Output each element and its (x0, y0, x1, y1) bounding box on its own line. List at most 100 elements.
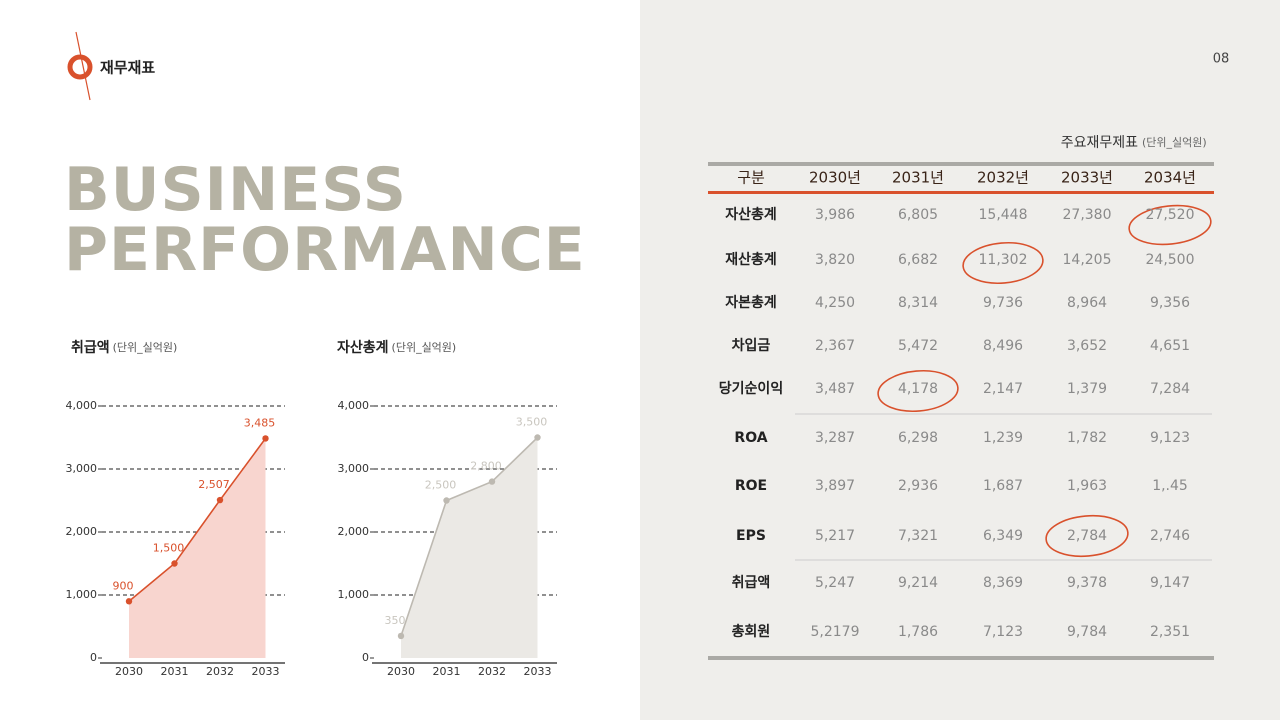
table-cell: 9,147 (1150, 575, 1190, 591)
table-cell: 1,379 (1067, 381, 1107, 397)
table-cell: 9,378 (1067, 575, 1107, 591)
highlight-circle (962, 241, 1044, 285)
line (128, 437, 267, 602)
table-cell: 4,651 (1150, 338, 1190, 354)
y-tick-label: 3,000 (338, 462, 370, 475)
value-label: 2,500 (425, 479, 457, 492)
table-header: 구분 (737, 169, 765, 187)
table-header: 2031년 (892, 169, 944, 187)
right-panel (640, 0, 1280, 720)
table-header: 2032년 (977, 169, 1029, 187)
point (262, 435, 269, 442)
table-cell: 9,784 (1067, 624, 1107, 640)
y-tick-label: 1,000 (338, 588, 370, 601)
table-cell: 3,986 (815, 207, 855, 223)
table-cell: 1,782 (1067, 430, 1107, 446)
row-label: 자본총계 (725, 295, 777, 311)
y-tick-label: 0 (362, 651, 369, 664)
highlight-circle (1128, 204, 1212, 246)
row-label: 당기순이익 (719, 380, 783, 397)
value-label: 2,507 (198, 478, 230, 491)
table-cell: 8,496 (983, 338, 1023, 354)
point (488, 478, 496, 485)
y-tick-label: 4,000 (338, 399, 370, 412)
highlight-circle (877, 369, 959, 413)
table-cell: 4,178 (898, 381, 938, 397)
chart-title: 취급액 (단위_실억원) (71, 339, 177, 356)
table-cell: 1,239 (983, 430, 1023, 446)
table-bottom-rule (708, 656, 1214, 660)
table-cell: 2,367 (815, 338, 855, 354)
area (129, 438, 266, 658)
x-tick-label: 2033 (252, 665, 280, 678)
table-cell: 1,.45 (1152, 478, 1188, 494)
chart-unit: (단위_실억원) (392, 341, 457, 354)
chart-title: 자산총계 (단위_실억원) (337, 339, 456, 356)
row-label: 총회원 (732, 624, 771, 640)
point (216, 496, 224, 504)
y-tick-label: 2,000 (66, 525, 98, 538)
y-tick-label: 1,000 (66, 588, 98, 601)
row-label: 재산총계 (725, 251, 777, 268)
value-label: 1,500 (153, 542, 185, 555)
table-cell: 6,349 (983, 528, 1023, 544)
value-label: 3,485 (244, 416, 276, 429)
table-cell: 8,369 (983, 575, 1023, 591)
table-cell: 6,682 (898, 252, 938, 268)
x-tick-label: 2030 (115, 665, 143, 678)
table-cell: 3,820 (815, 252, 855, 268)
table-cell: 3,487 (815, 381, 855, 397)
table-cell: 5,247 (815, 575, 855, 591)
point (171, 560, 178, 567)
table-cell: 9,736 (983, 295, 1023, 311)
row-label: 차입금 (732, 338, 771, 354)
table-header-rule (708, 191, 1214, 194)
x-tick-label: 2032 (206, 665, 234, 678)
table-cell: 7,284 (1150, 381, 1190, 397)
table-cell: 1,687 (983, 478, 1023, 494)
header-title: 재무재표 (100, 59, 155, 77)
table-cell: 2,147 (983, 381, 1023, 397)
value-label: 350 (385, 614, 406, 627)
table-cell: 1,786 (898, 624, 938, 640)
table-cell: 27,520 (1146, 207, 1195, 223)
table-cell: 5,472 (898, 338, 938, 354)
table-cell: 3,287 (815, 430, 855, 446)
table-cell: 7,321 (898, 528, 938, 544)
row-label: 자산총계 (725, 206, 777, 223)
table-cell: 27,380 (1063, 207, 1112, 223)
x-tick-label: 2031 (433, 665, 461, 678)
row-label: EPS (736, 528, 766, 544)
x-tick-label: 2033 (524, 665, 552, 678)
table-header: 2030년 (809, 169, 861, 187)
y-tick-label: 4,000 (66, 399, 98, 412)
table-unit: (단위_실억원) (1142, 136, 1207, 149)
table-cell: 2,936 (898, 478, 938, 494)
page-number: 08 (1213, 52, 1230, 67)
table-cell: 15,448 (979, 207, 1028, 223)
row-label: ROA (734, 430, 767, 446)
table-cell: 7,123 (983, 624, 1023, 640)
table-cell: 9,356 (1150, 295, 1190, 311)
table-cell: 9,214 (898, 575, 938, 591)
y-tick-label: 3,000 (66, 462, 98, 475)
table-cell: 6,298 (898, 430, 938, 446)
y-tick-label: 0 (90, 651, 97, 664)
logo-ring (67, 54, 93, 80)
logo-line (75, 31, 91, 101)
table-cell: 5,217 (815, 528, 855, 544)
chart-title-text: 자산총계 (337, 339, 389, 356)
line (400, 436, 539, 637)
table-cell: 11,302 (979, 252, 1028, 268)
x-tick-label: 2031 (161, 665, 189, 678)
table-cell: 3,652 (1067, 338, 1107, 354)
table-cell: 2,746 (1150, 528, 1190, 544)
highlight-circle (1045, 514, 1129, 558)
headline: BUSINESS (64, 155, 407, 225)
point (534, 434, 541, 441)
table-cell: 3,897 (815, 478, 855, 494)
value-label: 2,800 (470, 460, 502, 473)
x-tick-label: 2032 (478, 665, 506, 678)
